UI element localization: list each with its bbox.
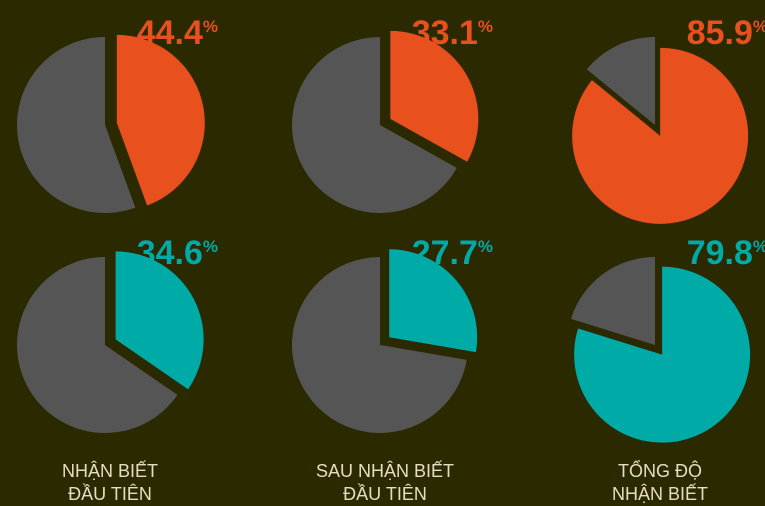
value-number: 85.9 xyxy=(687,14,753,52)
value-label: 44.4% xyxy=(137,14,218,52)
value-unit: % xyxy=(753,17,765,36)
value-unit: % xyxy=(478,17,493,36)
value-number: 44.4 xyxy=(137,14,203,52)
value-number: 33.1 xyxy=(412,14,478,52)
column-label: ĐẦU TIÊN xyxy=(68,483,152,504)
value-unit: % xyxy=(478,237,493,256)
value-label: 27.7% xyxy=(412,234,493,272)
pie-slice-rest xyxy=(586,37,655,125)
column-label: SAU NHẬN BIẾT xyxy=(316,460,454,481)
pie-slice-rest xyxy=(292,37,457,214)
value-number: 27.7 xyxy=(412,234,478,272)
value-number: 79.8 xyxy=(687,234,753,272)
value-unit: % xyxy=(203,237,218,256)
value-unit: % xyxy=(203,17,218,36)
column-label: NHẬN BIẾT xyxy=(62,460,158,481)
pie-slice xyxy=(115,251,204,390)
pie-slice-rest xyxy=(292,257,467,434)
pie-slice-rest xyxy=(570,257,655,345)
pie-slice-rest xyxy=(17,257,178,433)
value-unit: % xyxy=(753,237,765,256)
value-label: 34.6% xyxy=(137,234,218,272)
value-number: 34.6 xyxy=(137,234,203,272)
pie-slice xyxy=(390,30,479,162)
pie-slice xyxy=(389,249,478,353)
value-label: 79.8% xyxy=(687,234,765,272)
column-label: ĐẦU TIÊN xyxy=(343,483,427,504)
column-label: TỔNG ĐỘ xyxy=(618,460,702,481)
pie-slice xyxy=(116,34,205,206)
pie-slice-rest xyxy=(17,37,136,213)
column-label: NHẬN BIẾT xyxy=(612,483,708,504)
pie-slice xyxy=(574,266,751,443)
value-label: 85.9% xyxy=(687,14,765,52)
value-label: 33.1% xyxy=(412,14,493,52)
pie-slice xyxy=(572,47,749,224)
